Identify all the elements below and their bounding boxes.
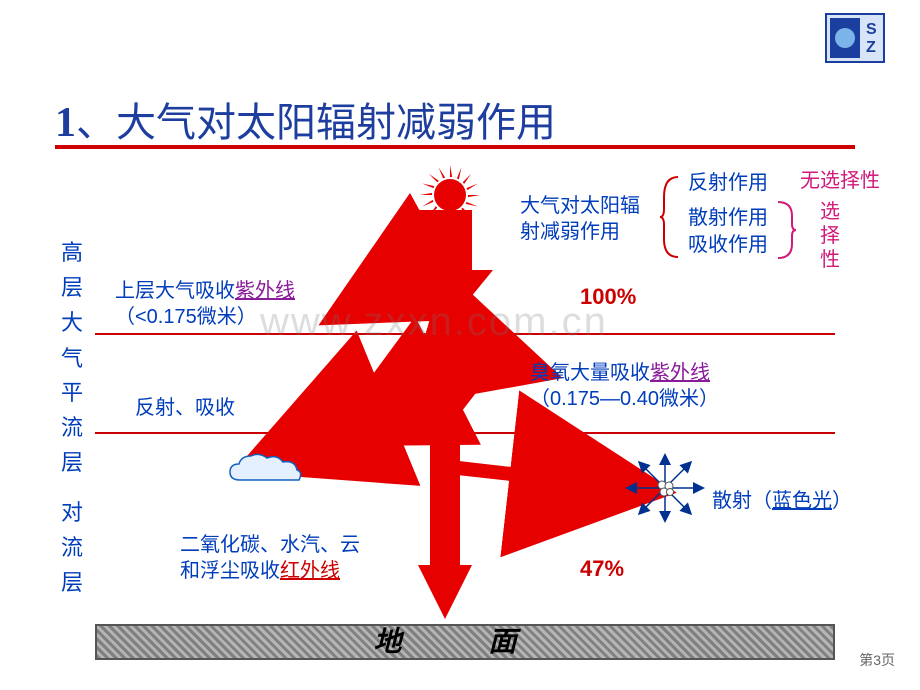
- sc-post: ）: [832, 490, 852, 512]
- ozone-pre: 臭氧大量吸收: [530, 362, 650, 384]
- co2-ir: 红外线: [280, 560, 340, 582]
- sel-label: 选择性: [820, 200, 842, 272]
- ground-bar: 地 面: [95, 624, 835, 660]
- reflect-absorb: 反射、吸收: [135, 395, 235, 421]
- rb-l2: 射减弱作用: [520, 221, 620, 243]
- co2-l1: 二氧化碳、水汽、云: [180, 534, 360, 556]
- page-number: 第3页: [859, 650, 895, 670]
- ground-text: 地 面: [373, 627, 556, 658]
- ozone-sub: （0.175—0.40微米）: [530, 388, 719, 410]
- co2-label: 二氧化碳、水汽、云 和浮尘吸收红外线: [180, 532, 360, 584]
- scatter-blue-label: 散射（蓝色光）: [712, 488, 852, 514]
- bracket-right: [778, 200, 796, 260]
- upper-pre: 上层大气吸收: [115, 280, 235, 302]
- scatter-label: 散射作用: [688, 205, 768, 231]
- upper-sub: （<0.175微米）: [115, 306, 257, 328]
- branch-arrows: [0, 0, 920, 690]
- percent-47: 47%: [580, 555, 624, 584]
- particle-icon: [620, 448, 710, 528]
- upper-label: 上层大气吸收紫外线 （<0.175微米）: [115, 278, 295, 330]
- sc-blue: 蓝色光: [772, 490, 832, 512]
- absorb-label: 吸收作用: [688, 232, 768, 258]
- right-block-text: 大气对太阳辐 射减弱作用: [520, 193, 660, 245]
- cloud-icon: [225, 450, 305, 490]
- reflect-label: 反射作用: [688, 170, 768, 196]
- co2-l2: 和浮尘吸收: [180, 560, 280, 582]
- upper-uv: 紫外线: [235, 280, 295, 302]
- percent-100: 100%: [580, 283, 636, 312]
- rb-l1: 大气对太阳辐: [520, 195, 640, 217]
- sc-pre: 散射（: [712, 490, 772, 512]
- nosel-label: 无选择性: [800, 168, 880, 194]
- ozone-uv: 紫外线: [650, 362, 710, 384]
- bracket-left: [660, 175, 680, 260]
- ozone-label: 臭氧大量吸收紫外线 （0.175—0.40微米）: [530, 360, 719, 412]
